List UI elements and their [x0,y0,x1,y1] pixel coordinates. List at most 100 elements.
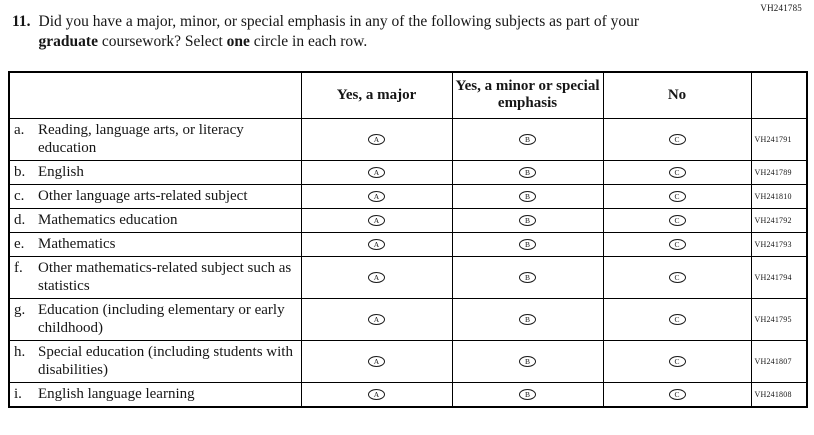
table-row-a: a. Reading, language arts, or literacy ed… [8,117,808,161]
answer-bubble-a[interactable]: A [368,238,385,250]
answer-bubble-b[interactable]: B [519,388,536,400]
answer-bubble-b[interactable]: B [519,214,536,226]
row-label: Other mathematics-related subject such a… [38,259,292,294]
row-label: Mathematics [38,235,116,252]
row-letter: i. [14,385,22,402]
answer-bubble-b[interactable]: B [519,271,536,283]
answer-bubble-a[interactable]: A [368,355,385,367]
question-block: 11. Did you have a major, minor, or spec… [12,12,699,52]
row-code: VH241810 [750,183,808,209]
option-cell-a-c: A [300,183,453,209]
row-letter: g. [14,301,26,318]
option-cell-c-g: C [602,297,752,341]
row-letter: f. [14,259,23,276]
row-subject-d: d. Mathematics education [8,207,302,233]
header-yes-minor: Yes, a minor or special emphasis [451,71,604,119]
row-label: Other language arts-related subject [38,187,248,204]
row-label: Education (including elementary or early… [38,301,285,336]
question-text: Did you have a major, minor, or special … [39,12,699,52]
option-cell-a-b: A [300,159,453,185]
table-row-e: e. Mathematics A B C VH241793 [8,231,808,257]
option-cell-c-f: C [602,255,752,299]
row-label: Mathematics education [38,211,178,228]
header-no: No [602,71,752,119]
row-code: VH241795 [750,297,808,341]
table-row-b: b. English A B C VH241789 [8,159,808,185]
answer-bubble-b[interactable]: B [519,133,536,145]
answer-bubble-c[interactable]: C [668,238,686,250]
row-code: VH241808 [750,381,808,407]
row-code: VH241791 [750,117,808,161]
answer-bubble-a[interactable]: A [368,313,385,325]
answer-bubble-c[interactable]: C [668,190,686,202]
option-cell-c-c: C [602,183,752,209]
row-code: VH241794 [750,255,808,299]
table-row-h: h. Special education (including students … [8,339,808,383]
table-row-f: f. Other mathematics-related subject such… [8,255,808,299]
row-subject-g: g. Education (including elementary or ear… [8,297,302,341]
option-cell-b-d: B [451,207,604,233]
option-cell-c-b: C [602,159,752,185]
option-cell-a-a: A [300,117,453,161]
answer-bubble-a[interactable]: A [368,166,385,178]
question-bold-graduate: graduate [38,33,98,50]
option-cell-a-e: A [300,231,453,257]
answer-bubble-c[interactable]: C [668,133,686,145]
row-letter: h. [14,343,26,360]
answer-bubble-c[interactable]: C [668,313,686,325]
row-subject-b: b. English [8,159,302,185]
row-code: VH241792 [750,207,808,233]
answer-table: Yes, a major Yes, a minor or special emp… [8,71,808,408]
answer-bubble-c[interactable]: C [668,388,686,400]
row-letter: c. [14,187,25,204]
option-cell-c-e: C [602,231,752,257]
answer-bubble-b[interactable]: B [519,190,536,202]
answer-bubble-b[interactable]: B [519,355,536,367]
answer-bubble-b[interactable]: B [519,313,536,325]
answer-bubble-a[interactable]: A [368,133,385,145]
form-code: VH241785 [760,3,802,13]
answer-bubble-b[interactable]: B [519,166,536,178]
answer-bubble-a[interactable]: A [368,214,385,226]
row-label: English language learning [38,385,195,402]
row-letter: d. [14,211,26,228]
option-cell-c-i: C [602,381,752,407]
row-code: VH241789 [750,159,808,185]
row-letter: b. [14,163,26,180]
answer-bubble-b[interactable]: B [519,238,536,250]
row-code: VH241793 [750,231,808,257]
answer-bubble-a[interactable]: A [368,190,385,202]
row-subject-c: c. Other language arts-related subject [8,183,302,209]
header-row: Yes, a major Yes, a minor or special emp… [8,71,808,119]
option-cell-c-h: C [602,339,752,383]
option-cell-c-a: C [602,117,752,161]
option-cell-c-d: C [602,207,752,233]
option-cell-b-c: B [451,183,604,209]
option-cell-a-g: A [300,297,453,341]
question-seg3: circle in each row. [249,33,368,50]
table-row-g: g. Education (including elementary or ear… [8,297,808,341]
question-bold-one: one [226,33,250,50]
option-cell-b-h: B [451,339,604,383]
row-label: Reading, language arts, or literacy educ… [38,121,244,156]
answer-bubble-c[interactable]: C [668,166,686,178]
option-cell-b-b: B [451,159,604,185]
answer-bubble-a[interactable]: A [368,271,385,283]
table-row-i: i. English language learning A B C VH241808 [8,381,808,407]
table-row-c: c. Other language arts-related subject A B C… [8,183,808,209]
row-label: English [38,163,84,180]
answer-bubble-c[interactable]: C [668,214,686,226]
question-number: 11. [12,13,31,30]
row-subject-i: i. English language learning [8,381,302,407]
answer-bubble-c[interactable]: C [668,271,686,283]
answer-bubble-a[interactable]: A [368,388,385,400]
header-yes-major: Yes, a major [300,71,453,119]
answer-bubble-c[interactable]: C [668,355,686,367]
header-code-blank [750,71,808,119]
row-letter: e. [14,235,25,252]
row-label: Special education (including students wi… [38,343,293,378]
row-subject-a: a. Reading, language arts, or literacy ed… [8,117,302,161]
option-cell-a-d: A [300,207,453,233]
table-row-d: d. Mathematics education A B C VH241792 [8,207,808,233]
